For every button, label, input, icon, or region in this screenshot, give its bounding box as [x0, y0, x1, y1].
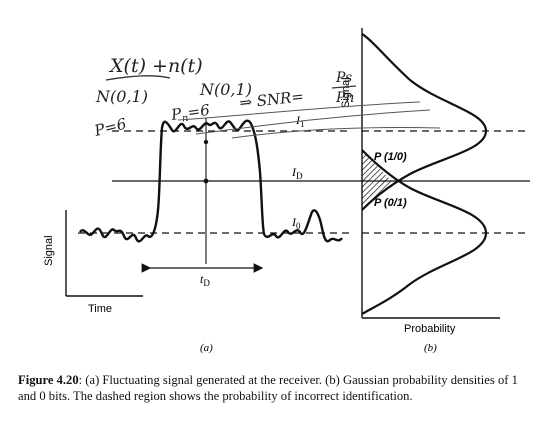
- panel-a: Signal Time I1 ID I0 tD (a): [43, 113, 530, 354]
- figure-caption: Figure 4.20: (a) Fluctuating signal gene…: [18, 372, 528, 404]
- handwriting-line1: X(t) +n(t): [108, 55, 203, 77]
- handwriting-arrow-3: [231, 127, 441, 139]
- caption-text: : (a) Fluctuating signal generated at th…: [18, 373, 518, 403]
- duration-label: tD: [200, 272, 210, 288]
- sample-point-top: [203, 139, 209, 145]
- sample-point-mid: [203, 178, 209, 184]
- gaussian-0-curve: [361, 149, 488, 315]
- level-id-label: ID: [291, 165, 303, 181]
- handwriting-n01-b: N(0,1): [199, 80, 252, 99]
- panel-b-x-axis-label: Probability: [404, 323, 456, 335]
- handwriting-arrow-1: [177, 101, 421, 121]
- handwriting-snr-bar: [331, 85, 357, 89]
- panel-a-tag: (a): [200, 342, 213, 354]
- p10-label: P (1/0): [374, 151, 407, 163]
- handwriting-pn-sigma: Pn=6: [169, 101, 212, 126]
- panel-b-tag: (b): [424, 342, 437, 354]
- level-i1-label: I1: [295, 113, 305, 129]
- handwriting-snr-den: Pn: [335, 90, 354, 106]
- panel-b-y-axis-label: Signal: [340, 77, 352, 108]
- panel-a-x-axis-label: Time: [88, 303, 112, 315]
- panel-a-y-axis-label: Signal: [43, 235, 55, 266]
- caption-label: Figure 4.20: [18, 373, 79, 387]
- panel-b: Signal Probability P (1/0) P (0/1) (b): [340, 28, 528, 354]
- handwriting-arrow-2: [195, 109, 431, 135]
- handwriting-snr-num: Ps: [335, 70, 352, 86]
- handwritten-annotations: X(t) +n(t) N(0,1) N(0,1) P=6 Pn=6 ⇒ SNR=…: [92, 55, 441, 141]
- handwriting-underline: [105, 75, 171, 81]
- gaussian-1-curve: [361, 33, 488, 211]
- handwriting-n01-a: N(0,1): [95, 87, 148, 106]
- level-i0-label: I0: [291, 215, 301, 231]
- fluctuating-signal-curve: [79, 119, 343, 243]
- p01-label: P (0/1): [374, 197, 407, 209]
- error-region-hatch: [362, 148, 392, 214]
- figure-diagram: Signal Time I1 ID I0 tD (a) Signal: [43, 28, 530, 354]
- handwriting-p-sigma: P=6: [92, 115, 129, 141]
